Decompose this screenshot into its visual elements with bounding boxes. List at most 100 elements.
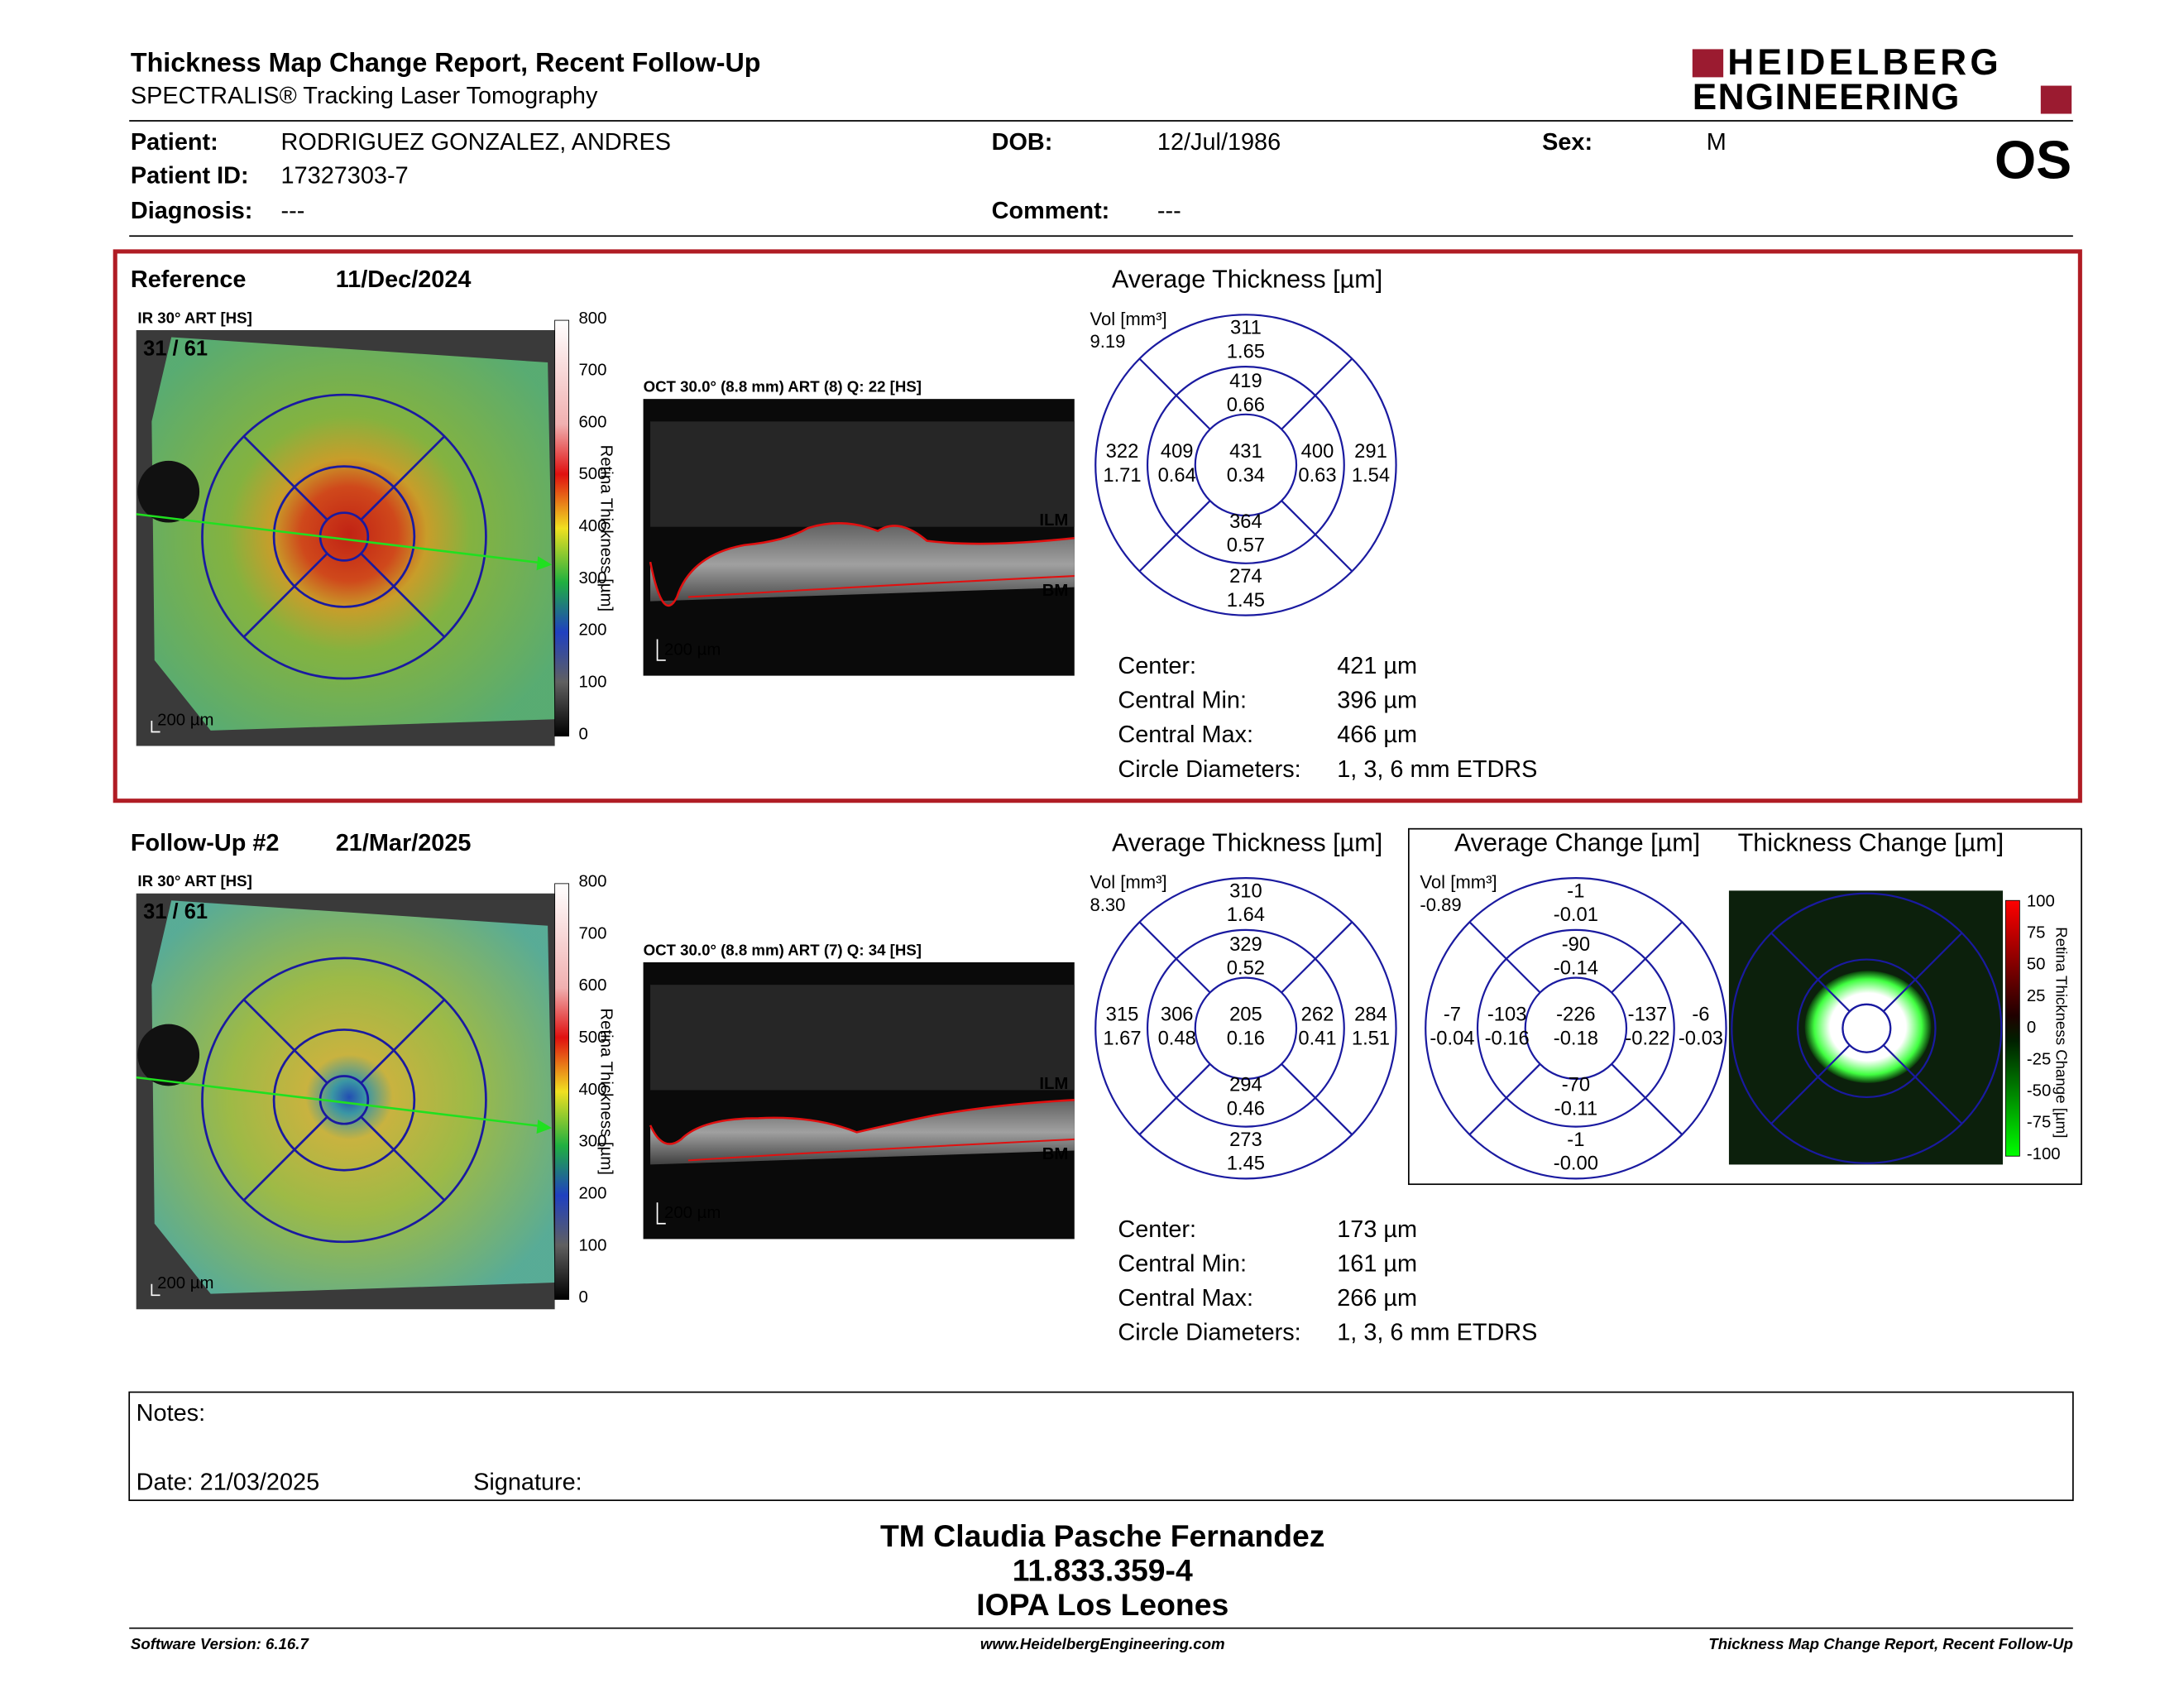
sector-thickness: 262 (1301, 1004, 1334, 1026)
grid-divider (1281, 500, 1353, 573)
colorbar-tick: 50 (2027, 956, 2046, 974)
stat-label: Center: (1118, 1216, 1196, 1243)
ir-label: IR 30° ART [HS] (137, 309, 251, 326)
sector-volume: 0.41 (1298, 1028, 1336, 1050)
field-value: 12/Jul/1986 (1157, 129, 1281, 156)
scan-arrow (536, 556, 553, 571)
field-value: 17327303-7 (281, 163, 409, 189)
exam-date: 21/Mar/2025 (336, 830, 472, 856)
stat-value: 421 µm (1337, 653, 1417, 679)
oct-retina (650, 1100, 1075, 1165)
layer-label: ILM (1039, 1075, 1068, 1093)
sector-thickness: -226 (1556, 1004, 1596, 1026)
sector-thickness: 364 (1229, 511, 1262, 533)
colorbar-tick: -100 (2027, 1145, 2061, 1163)
colorbar-tick: 100 (578, 673, 606, 691)
layer-label: ILM (1039, 511, 1068, 530)
volume-label: Vol [mm³] (1090, 872, 1166, 893)
grid-circle (1146, 928, 1345, 1128)
colorbar-tick: 600 (578, 976, 606, 995)
colorbar-tick: 0 (2027, 1019, 2036, 1037)
notes-box (128, 1391, 2074, 1502)
sector-volume: 0.48 (1158, 1028, 1196, 1050)
sector-thickness: 294 (1229, 1074, 1262, 1096)
colorbar-tick: 500 (578, 465, 606, 483)
grid-divider (1138, 500, 1211, 573)
grid-divider (1611, 1063, 1684, 1135)
colorbar-tick: 400 (578, 1081, 606, 1099)
stat-label: Circle Diameters: (1118, 1320, 1300, 1346)
grid-title: Average Thickness [µm] (1112, 828, 1382, 856)
scale-bar: 200 µm (664, 1204, 721, 1222)
sector-volume: -0.00 (1554, 1153, 1598, 1175)
field-label: Comment: (992, 198, 1110, 224)
logo-square (2040, 85, 2072, 114)
colorbar-tick: 600 (578, 413, 606, 431)
frame-counter: 31 / 61 (143, 900, 208, 923)
signature-line: IOPA Los Leones (976, 1587, 1228, 1622)
scan-line (136, 513, 545, 565)
sector-thickness: 419 (1229, 370, 1262, 392)
grid-circle (1797, 958, 1937, 1099)
colorbar-title: Retina Thickness [µm] (596, 1008, 615, 1174)
scale-mark (151, 720, 160, 733)
grid-circle (1094, 876, 1397, 1180)
sector-thickness: -1 (1567, 1129, 1584, 1151)
grid-divider (1281, 1063, 1353, 1135)
stat-value: 266 µm (1337, 1285, 1417, 1312)
sector-thickness: -7 (1444, 1004, 1461, 1026)
footer-right: Thickness Map Change Report, Recent Foll… (1708, 1635, 2073, 1652)
grid-title: Average Thickness [µm] (1112, 266, 1382, 294)
stat-label: Circle Diameters: (1118, 756, 1300, 783)
scale-mark (656, 639, 666, 661)
grid-title: Average Change [µm] (1454, 828, 1700, 856)
colorbar-title: Retina Thickness [µm] (596, 445, 615, 611)
colorbar-tick: 300 (578, 1133, 606, 1151)
grid-divider (360, 1115, 446, 1201)
grid-divider (1138, 1063, 1211, 1135)
scale-bar: 200 µm (157, 711, 213, 729)
eye-label: OS (1995, 131, 2071, 190)
stat-value: 161 µm (1337, 1250, 1417, 1277)
change-box (1407, 827, 2082, 1186)
grid-divider (1770, 932, 1851, 1013)
sector-thickness: 291 (1354, 440, 1387, 463)
scale-bar: 200 µm (664, 640, 721, 659)
logo-square (1692, 49, 1724, 78)
sector-volume: -0.22 (1625, 1028, 1669, 1050)
sector-volume: -0.16 (1485, 1028, 1530, 1050)
sector-volume: -0.01 (1554, 904, 1598, 926)
sector-thickness: 205 (1229, 1004, 1262, 1026)
colorbar (554, 883, 570, 1300)
sector-thickness: 315 (1106, 1004, 1139, 1026)
scan-line (136, 1076, 545, 1128)
grid-circle (1731, 892, 2003, 1164)
change-colorbar (2004, 899, 2020, 1157)
sector-volume: 1.67 (1103, 1028, 1141, 1050)
grid-circle (201, 957, 487, 1244)
stat-label: Central Min: (1118, 688, 1247, 714)
sector-thickness: 284 (1354, 1004, 1387, 1026)
sector-thickness: 400 (1301, 440, 1334, 463)
field-value: --- (281, 198, 305, 224)
sector-volume: 0.52 (1227, 957, 1265, 980)
grid-circle (1524, 976, 1628, 1080)
ir-label: IR 30° ART [HS] (137, 872, 251, 890)
sector-volume: 1.45 (1227, 589, 1265, 611)
oct-label: OCT 30.0° (8.8 mm) ART (7) Q: 34 [HS] (644, 941, 922, 958)
grid-divider (360, 999, 446, 1084)
sector-volume: 1.51 (1352, 1028, 1390, 1050)
grid-circle (272, 1029, 416, 1172)
volume-total: 9.19 (1090, 331, 1125, 352)
colorbar-tick: 400 (578, 517, 606, 535)
stat-value: 173 µm (1337, 1216, 1417, 1243)
field-label: Sex: (1542, 129, 1592, 156)
sector-thickness: -6 (1692, 1004, 1709, 1026)
exam-date: 11/Dec/2024 (336, 266, 472, 293)
grid-divider (360, 552, 446, 638)
volume-total: -0.89 (1420, 894, 1461, 915)
colorbar-tick: 500 (578, 1029, 606, 1047)
frame-counter: 31 / 61 (143, 337, 208, 360)
colorbar-tick: -50 (2027, 1082, 2051, 1101)
